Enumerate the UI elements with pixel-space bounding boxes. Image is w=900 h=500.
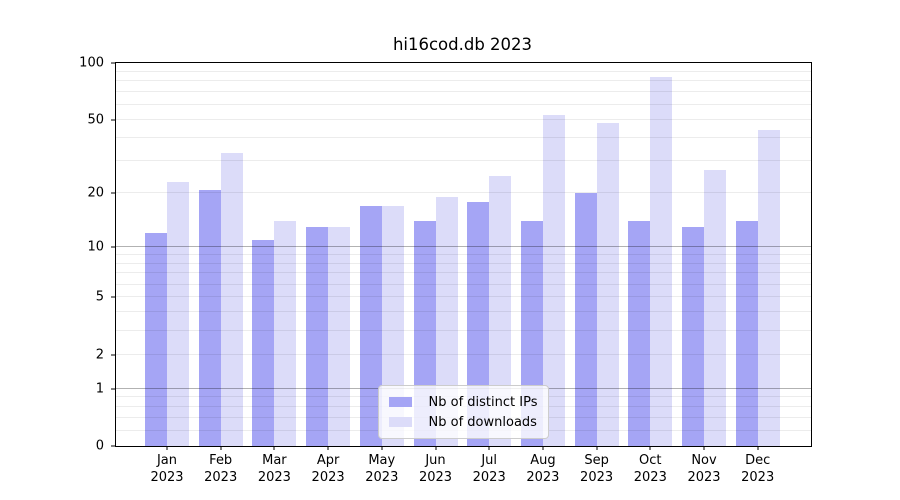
y-tick-label-5: 5: [95, 289, 104, 305]
x-tick-mark-jun: [435, 446, 436, 450]
legend-label-downloads: Nb of downloads: [428, 414, 537, 430]
bar-distinct-ips-sep: [574, 193, 597, 446]
y-tick-label-1: 1: [95, 381, 104, 396]
y-tick-label-100: 100: [79, 55, 104, 71]
x-tick-mark-oct: [649, 446, 651, 450]
x-tick-label-feb: Feb 2023: [204, 453, 238, 485]
legend-swatch-distinct-ips: [388, 397, 412, 407]
x-tick-label-may: May 2023: [365, 453, 399, 485]
y-tick-mark-100: [111, 62, 116, 64]
bar-downloads-oct: [650, 77, 673, 446]
y-tick-mark-20: [111, 192, 116, 194]
bar-downloads-mar: [274, 221, 297, 446]
x-tick-label-apr: Apr 2023: [311, 453, 345, 485]
x-tick-mark-aug: [542, 446, 544, 450]
x-tick-mark-nov: [703, 446, 705, 450]
x-tick-label-nov: Nov 2023: [687, 453, 721, 485]
x-tick-mark-sep: [596, 446, 598, 450]
y-tick-label-10: 10: [87, 239, 104, 255]
x-tick-mark-apr: [327, 446, 329, 450]
y-tick-label-2: 2: [95, 347, 104, 363]
bar-distinct-ips-dec: [735, 221, 758, 446]
bar-distinct-ips-may: [359, 206, 382, 446]
bar-downloads-jan: [167, 182, 189, 446]
gridline-minor-60: [116, 103, 811, 105]
bar-distinct-ips-feb: [198, 189, 221, 446]
bar-distinct-ips-oct: [628, 221, 651, 446]
plot-area: 0 1 2 5 10 20 50 100 Jan 2023 Feb 2023 Mar 2023 Apr…: [79, 57, 812, 485]
y-tick-label-0: 0: [95, 438, 104, 454]
y-tick-mark-1: [111, 388, 116, 389]
x-tick-mark-mar: [273, 446, 275, 450]
legend-item-distinct-ips: Nb of distinct IPs: [388, 392, 538, 412]
bar-downloads-jul: [489, 175, 512, 446]
bar-downloads-feb: [220, 153, 243, 446]
legend-label-distinct-ips: Nb of distinct IPs: [428, 394, 538, 410]
bar-distinct-ips-jul: [467, 201, 490, 446]
bar-downloads-apr: [328, 227, 351, 446]
gridline-minor-40: [116, 136, 811, 138]
y-tick-mark-0: [111, 445, 116, 447]
x-tick-label-oct: Oct 2023: [633, 453, 667, 485]
bar-downloads-dec: [757, 130, 780, 446]
legend: Nb of distinct IPs Nb of downloads: [377, 385, 550, 439]
x-tick-mark-may: [381, 446, 383, 450]
bar-distinct-ips-nov: [682, 227, 704, 446]
bar-distinct-ips-jan: [145, 233, 167, 446]
x-tick-mark-dec: [757, 446, 759, 450]
bar-downloads-jun: [435, 197, 458, 446]
y-tick-label-50: 50: [87, 112, 104, 128]
x-tick-label-sep: Sep 2023: [580, 453, 614, 485]
x-tick-label-mar: Mar 2023: [257, 453, 291, 485]
x-tick-mark-jan: [166, 446, 168, 450]
bar-downloads-nov: [704, 169, 726, 446]
x-tick-mark-feb: [220, 446, 222, 450]
legend-item-downloads: Nb of downloads: [388, 412, 538, 432]
gridline-minor-70: [116, 91, 811, 93]
x-tick-label-jun: Jun 2023: [418, 453, 453, 485]
bar-downloads-sep: [596, 123, 619, 446]
y-tick-mark-5: [111, 296, 116, 298]
y-tick-mark-10: [111, 246, 116, 248]
chart-title: hi16cod.db 2023: [392, 35, 533, 54]
y-tick-label-20: 20: [87, 185, 104, 201]
legend-swatch-downloads: [388, 417, 412, 427]
gridline-minor-90: [116, 70, 811, 72]
y-tick-mark-50: [111, 119, 116, 121]
x-tick-label-jul: Jul 2023: [472, 453, 506, 485]
x-tick-mark-jul: [488, 446, 490, 450]
bar-distinct-ips-mar: [252, 239, 275, 446]
bar-downloads-aug: [542, 115, 565, 446]
gridline-minor-80: [116, 80, 811, 82]
gridline-minor-50: [116, 118, 811, 120]
x-tick-label-dec: Dec 2023: [741, 453, 775, 485]
y-tick-mark-2: [111, 354, 116, 356]
x-tick-label-aug: Aug 2023: [526, 453, 560, 485]
bar-distinct-ips-apr: [306, 227, 329, 446]
x-tick-label-jan: Jan 2023: [150, 453, 184, 485]
